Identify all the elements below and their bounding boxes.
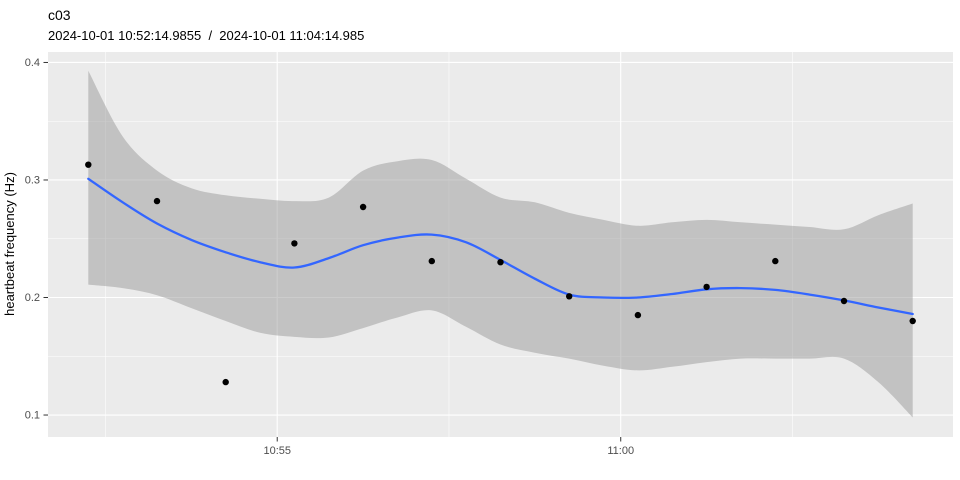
x-tick-label: 10:55 bbox=[263, 445, 291, 457]
x-tick-label: 11:00 bbox=[607, 445, 634, 457]
data-point bbox=[153, 197, 161, 205]
y-axis-title: heartbeat frequency (Hz) bbox=[2, 172, 17, 316]
data-points-layer bbox=[85, 161, 916, 386]
data-point bbox=[359, 203, 367, 211]
data-point bbox=[222, 378, 229, 386]
data-point bbox=[840, 297, 848, 305]
data-point bbox=[85, 161, 92, 168]
data-point bbox=[772, 257, 779, 265]
chart-title: c03 bbox=[48, 7, 71, 23]
y-tick-label: 0.1 bbox=[25, 410, 40, 422]
y-tick-label: 0.4 bbox=[25, 57, 40, 69]
data-point bbox=[291, 240, 298, 247]
y-tick-label: 0.2 bbox=[25, 292, 40, 304]
confidence-ribbon-layer bbox=[88, 70, 913, 418]
axes-layer: 0.1 0.2 0.3 0.4 10:55 11:00 bbox=[25, 57, 634, 457]
data-point bbox=[634, 311, 642, 319]
confidence-ribbon bbox=[88, 70, 913, 418]
data-point bbox=[428, 257, 435, 265]
data-point bbox=[497, 259, 504, 266]
chart-subtitle: 2024-10-01 10:52:14.9855 / 2024-10-01 11… bbox=[48, 28, 365, 43]
data-point bbox=[566, 293, 573, 300]
data-point bbox=[909, 317, 916, 325]
data-point bbox=[703, 283, 710, 291]
y-tick-label: 0.3 bbox=[25, 174, 40, 186]
